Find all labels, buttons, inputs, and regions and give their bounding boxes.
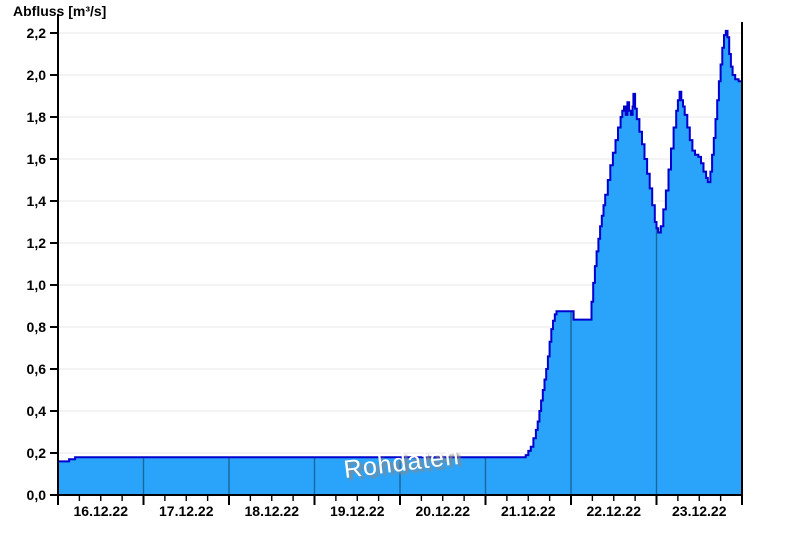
x-tick-label: 18.12.22 [245,503,300,519]
discharge-step-line [58,29,742,463]
x-tick-label: 21.12.22 [501,503,556,519]
y-tick-label: 2,2 [27,25,47,41]
horizontal-gridlines [58,32,742,454]
y-tick-label: 0,0 [27,487,47,503]
y-tick-label: 1,0 [27,277,47,293]
axis-lines [57,14,743,496]
y-tick-label: 0,4 [27,403,47,419]
y-tick-label: 0,2 [27,445,47,461]
x-tick-label: 23.12.22 [672,503,727,519]
y-tick-label: 1,6 [27,151,47,167]
x-tick-label: 16.12.22 [74,503,129,519]
y-tick-label: 0,6 [27,361,47,377]
x-tick-label: 17.12.22 [159,503,214,519]
y-tick-label: 1,4 [27,193,47,209]
x-tick-label: 19.12.22 [330,503,385,519]
x-tick-label: 22.12.22 [587,503,642,519]
x-tick-label: 20.12.22 [416,503,471,519]
y-tick-label: 1,2 [27,235,47,251]
y-tick-label: 0,8 [27,319,47,335]
tick-marks [50,32,743,505]
y-tick-label: 1,8 [27,109,47,125]
x-axis-labels: 16.12.22 17.12.22 18.12.22 19.12.22 20.12.22… [74,503,727,519]
chart-title: Abfluss [m³/s] [13,3,107,19]
y-tick-label: 2,0 [27,67,47,83]
y-axis-labels: 0,0 0,2 0,4 0,6 0,8 1,0 1,2 1,4 1,6 1,8 2,0 2,2 [27,25,47,503]
discharge-area-series [58,30,742,496]
